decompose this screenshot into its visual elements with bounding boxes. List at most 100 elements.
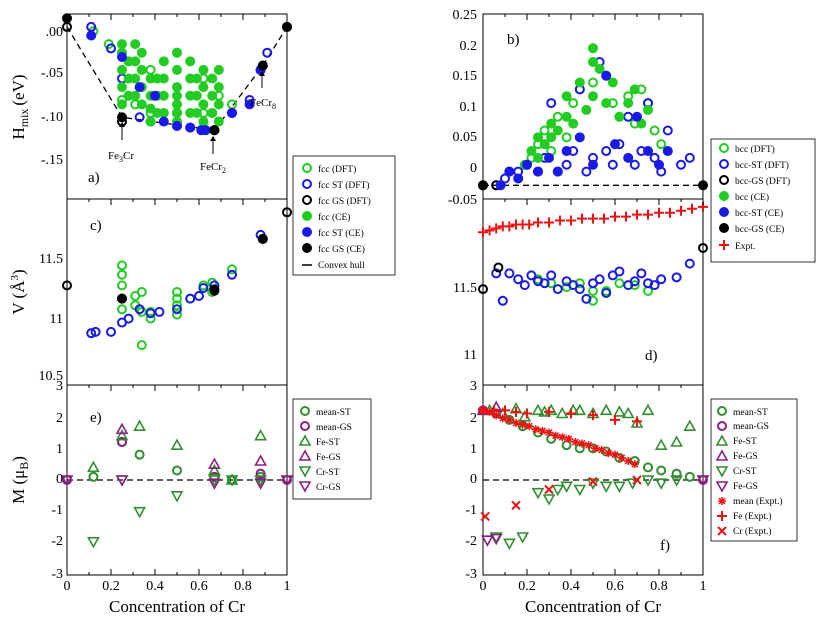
point-f-4-10: [613, 481, 626, 493]
point-c-1-8: [172, 304, 182, 315]
point-d-1-13: [581, 293, 592, 304]
ytick-d-0: -0.05: [448, 193, 477, 208]
legend-mag-left-sym-4: [298, 466, 312, 478]
point-a-4-8: [200, 125, 211, 136]
point-d-3-1: [484, 225, 495, 236]
ytick-e-6: -3: [51, 567, 63, 582]
point-e-0-0: [88, 471, 99, 482]
point-e-0-2: [134, 449, 145, 460]
point-f-2-18: [683, 419, 697, 431]
point-b-4-12: [623, 152, 634, 163]
point-a-3-32: [172, 107, 182, 118]
point-d-1-18: [614, 266, 625, 277]
point-c-1-0: [86, 328, 97, 339]
point-a-3-12: [136, 47, 147, 58]
legend-fcc-3: fcc (CE): [318, 212, 350, 223]
point-a-3-49: [213, 82, 224, 93]
point-a-3-28: [172, 64, 182, 75]
point-b-5-0: [478, 180, 488, 191]
point-d-1-0: [491, 268, 502, 279]
point-e-4-5: [225, 475, 239, 487]
point-c-1-1: [90, 326, 101, 337]
point-b-4-8: [574, 132, 585, 143]
point-f-8-3: [588, 476, 598, 487]
point-a-3-44: [198, 116, 209, 127]
point-d-3-8: [533, 217, 543, 228]
point-a-3-15: [136, 99, 147, 110]
point-b-4-14: [643, 146, 653, 157]
point-b-1-7: [546, 98, 557, 109]
legend-bcc-0: bcc (DFT): [735, 144, 775, 155]
point-e-4-6: [254, 475, 267, 487]
point-e-2-4: [208, 463, 221, 476]
point-b-4-5: [544, 152, 554, 163]
point-f-6-13: [564, 434, 573, 443]
point-c-2-4: [282, 207, 292, 218]
point-f-6-9: [538, 426, 547, 435]
point-f-2-17: [670, 435, 683, 447]
point-d-1-3: [513, 274, 524, 285]
point-d-3-11: [566, 215, 576, 226]
point-a-3-47: [207, 107, 218, 118]
point-b-3-1: [533, 152, 543, 163]
point-a-3-18: [145, 103, 156, 114]
point-f-7-4: [522, 408, 532, 419]
point-c-0-20: [227, 264, 237, 275]
point-f-6-21: [617, 453, 626, 462]
point-d-3-16: [621, 211, 631, 222]
point-a-3-23: [158, 56, 169, 67]
xtick-left-4: 0.8: [234, 579, 252, 594]
ytick-c-1: 11: [50, 312, 63, 327]
legend-bcc-sym-0: [719, 143, 729, 153]
point-c-1-11: [198, 283, 209, 294]
point-f-7-7: [588, 410, 598, 421]
point-d-1-24: [656, 274, 667, 285]
legend-bcc-4: bcc-ST (CE): [735, 208, 783, 219]
point-f-7-3: [511, 406, 521, 417]
point-f-8-2: [544, 484, 554, 495]
legend-mag-right-sym-1: [717, 421, 727, 431]
legend-mag-right-sym-2: [715, 434, 729, 446]
ytick-e-2: 1: [56, 442, 63, 457]
point-d-3-0: [478, 227, 488, 238]
point-f-6-18: [597, 445, 606, 454]
point-b-3-18: [614, 111, 625, 122]
y-axis-label-a: Hmix(eV): [9, 74, 31, 139]
point-b-3-12: [588, 43, 598, 54]
legend-fcc-1: fcc ST (DFT): [318, 180, 370, 191]
point-b-0-6: [561, 132, 572, 143]
point-a-4-1: [117, 52, 127, 63]
point-d-3-14: [599, 213, 609, 224]
point-e-4-3: [170, 491, 184, 503]
legend-mag-right-sym-4: [715, 466, 729, 478]
ytick-a-1: -.05: [41, 66, 63, 81]
legend-bcc-box: [710, 138, 816, 263]
point-f-2-13: [621, 406, 635, 419]
point-b-1-26: [684, 152, 695, 163]
point-c-0-11: [145, 313, 156, 324]
point-f-5-2: [696, 475, 710, 487]
point-d-2-2: [698, 242, 708, 253]
point-f-6-1: [485, 407, 494, 416]
legend-mag-right-4: Cr-ST: [733, 467, 757, 477]
point-c-0-0: [117, 260, 127, 271]
point-e-5-4: [280, 475, 294, 487]
point-d-3-19: [654, 207, 664, 218]
ytick-b-5: 0: [470, 161, 477, 176]
point-a-3-50: [213, 99, 224, 110]
legend-bcc-5: bcc-GS (CE): [735, 224, 784, 235]
point-b-0-10: [588, 77, 598, 88]
legend-bcc-3: bcc (CE): [735, 192, 769, 203]
annotation-fecr2: FeCr2: [200, 161, 226, 175]
legend-bcc-sym-expt: [719, 240, 729, 250]
point-a-4-2: [134, 82, 145, 93]
ytick-e-1: 2: [56, 411, 63, 426]
point-e-2-2: [133, 419, 146, 431]
point-f-2-4: [531, 403, 545, 416]
point-a-3-29: [172, 82, 182, 93]
point-a-3-9: [130, 56, 141, 67]
point-b-1-19: [629, 159, 640, 170]
point-a-1-3: [134, 112, 145, 123]
point-a-3-38: [191, 73, 202, 84]
